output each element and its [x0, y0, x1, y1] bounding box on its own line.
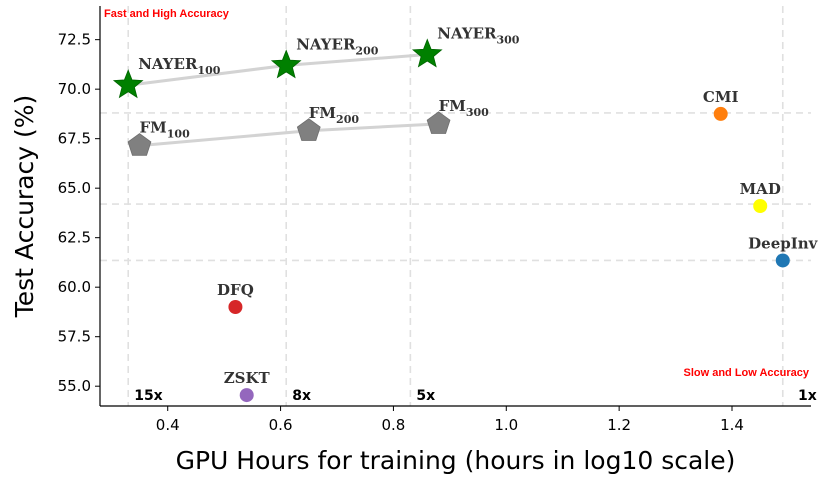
y-tick-label: 57.5 — [58, 328, 91, 346]
point-label-base: DFQ — [217, 281, 254, 299]
speedup-label: 8x — [292, 388, 311, 404]
point-label-nayer100: NAYER100 — [138, 55, 221, 77]
x-tick-label: 0.8 — [381, 416, 405, 434]
speedup-labels: 15x 8x 5x 1x — [134, 388, 817, 404]
data-points — [112, 38, 790, 403]
point-label-subscript: 300 — [466, 106, 489, 119]
x-ticks: 0.4 0.6 0.8 1.0 1.2 1.4 — [156, 406, 744, 434]
point-label-base: ZSKT — [224, 369, 271, 387]
y-tick-label: 55.0 — [58, 377, 91, 395]
point-label-deepinv: DeepInv — [748, 234, 819, 252]
y-tick-label: 72.5 — [58, 31, 91, 49]
point-label-subscript: 100 — [197, 64, 220, 77]
x-tick-label: 0.4 — [156, 416, 180, 434]
point-label-mad: MAD — [740, 180, 781, 198]
point-label-nayer300: NAYER300 — [437, 25, 520, 47]
speedup-label: 1x — [798, 388, 817, 404]
point-label-base: NAYER — [437, 25, 497, 43]
point-label-base: DeepInv — [748, 234, 819, 252]
point-mad — [753, 199, 768, 213]
axes — [99, 6, 811, 407]
point-label-base: MAD — [740, 180, 781, 198]
point-nayer200 — [270, 49, 302, 79]
y-axis-label: Test Accuracy (%) — [10, 95, 39, 319]
point-label-subscript: 300 — [497, 34, 520, 47]
point-fm200 — [296, 118, 321, 141]
point-label-subscript: 200 — [355, 44, 378, 57]
point-dfq — [228, 299, 243, 314]
point-label-base: CMI — [703, 88, 739, 106]
point-deepinv — [775, 253, 790, 268]
x-tick-label: 1.4 — [720, 416, 744, 434]
point-fm100 — [127, 133, 152, 156]
y-tick-label: 65.0 — [58, 179, 91, 197]
point-cmi — [713, 106, 728, 121]
point-label-dfq: DFQ — [217, 281, 254, 299]
point-label-fm200: FM200 — [309, 104, 360, 126]
corner-label-fast-high: Fast and High Accuracy — [104, 8, 230, 20]
y-tick-label: 62.5 — [58, 229, 91, 247]
x-tick-label: 0.6 — [269, 416, 293, 434]
point-zskt — [239, 388, 254, 403]
x-tick-label: 1.2 — [607, 416, 631, 434]
point-fm300 — [426, 111, 451, 134]
point-nayer100 — [112, 69, 144, 99]
point-labels: NAYER100NAYER200NAYER300FM100FM200FM300C… — [138, 25, 818, 388]
point-label-subscript: 100 — [167, 128, 190, 141]
point-label-base: FM — [439, 97, 466, 115]
y-tick-label: 67.5 — [58, 130, 91, 148]
x-axis-label: GPU Hours for training (hours in log10 s… — [176, 446, 736, 475]
point-label-base: NAYER — [138, 55, 198, 73]
point-label-base: FM — [309, 104, 336, 122]
corner-label-slow-low: Slow and Low Accuracy — [683, 367, 809, 379]
point-label-fm100: FM100 — [140, 119, 191, 141]
speedup-label: 15x — [134, 388, 163, 404]
point-label-base: NAYER — [296, 35, 356, 53]
y-tick-label: 70.0 — [58, 80, 91, 98]
point-label-base: FM — [140, 119, 167, 137]
point-label-fm300: FM300 — [439, 97, 490, 119]
point-label-cmi: CMI — [703, 88, 739, 106]
x-tick-label: 1.0 — [494, 416, 518, 434]
speedup-label: 5x — [416, 388, 435, 404]
y-tick-label: 60.0 — [58, 278, 91, 296]
point-label-subscript: 200 — [336, 113, 359, 126]
y-ticks: 55.0 57.5 60.0 62.5 65.0 67.5 70.0 72.5 — [58, 31, 100, 395]
point-label-zskt: ZSKT — [224, 369, 271, 387]
point-nayer300 — [411, 38, 443, 68]
point-label-nayer200: NAYER200 — [296, 35, 379, 57]
